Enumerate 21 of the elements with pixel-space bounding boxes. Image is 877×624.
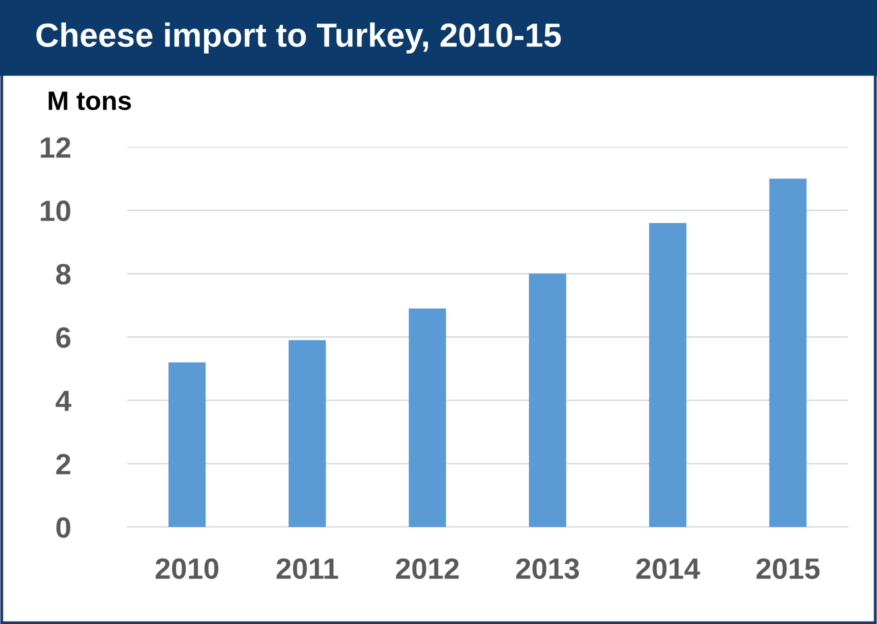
chart-title: Cheese import to Turkey, 2010-15 bbox=[36, 22, 561, 54]
y-axis-title: M tons bbox=[48, 92, 131, 110]
y-tick-label: 8 bbox=[56, 264, 71, 285]
y-tick-label: 12 bbox=[40, 137, 70, 158]
x-tick-label: 2014 bbox=[636, 558, 700, 579]
x-tick-label: 2012 bbox=[396, 558, 459, 579]
x-tick-label: 2015 bbox=[756, 558, 820, 579]
y-tick-label: 2 bbox=[56, 454, 70, 474]
y-tick-label: 6 bbox=[56, 327, 70, 348]
y-tick-label: 4 bbox=[56, 390, 72, 411]
x-tick-label: 2010 bbox=[156, 558, 218, 579]
y-tick-label: 0 bbox=[56, 517, 70, 538]
x-tick-label: 2011 bbox=[276, 558, 338, 579]
bar bbox=[769, 178, 807, 527]
bar bbox=[649, 223, 686, 527]
bar bbox=[528, 274, 566, 527]
bar bbox=[408, 308, 446, 527]
bar bbox=[288, 340, 326, 527]
y-tick-label: 10 bbox=[40, 200, 70, 222]
x-tick-label: 2013 bbox=[516, 558, 579, 580]
bar bbox=[168, 362, 206, 527]
